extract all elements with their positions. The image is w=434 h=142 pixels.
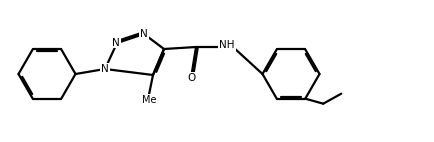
Text: Me: Me [142,95,156,105]
Text: N: N [112,37,120,48]
Text: N: N [101,64,108,74]
Text: O: O [187,73,196,83]
Text: NH: NH [219,40,235,50]
Text: N: N [140,29,148,38]
